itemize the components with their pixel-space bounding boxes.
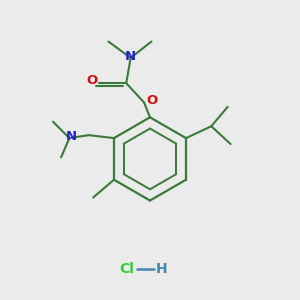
Text: N: N [125,50,136,63]
Text: N: N [65,130,76,143]
Text: Cl: Cl [119,262,134,276]
Text: H: H [156,262,168,276]
Text: O: O [147,94,158,107]
Text: O: O [86,74,98,87]
